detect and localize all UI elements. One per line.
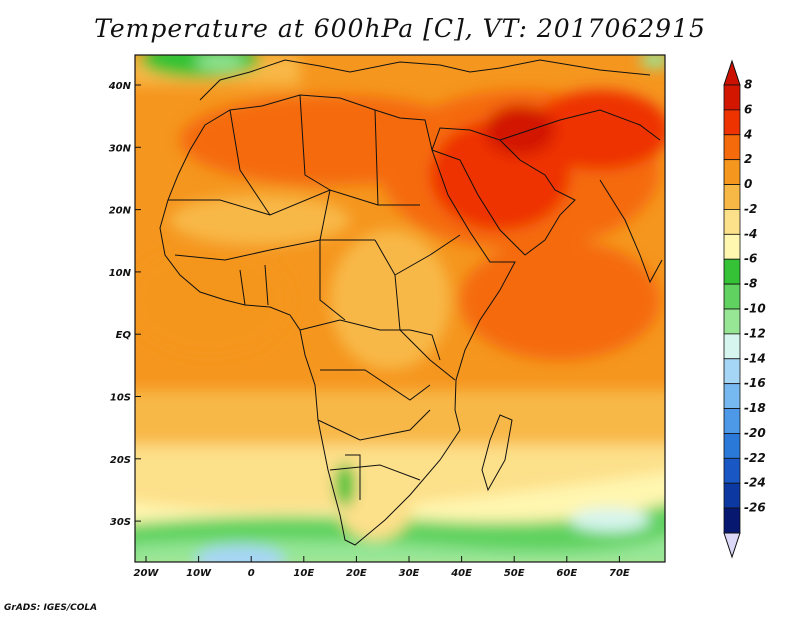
x-tick-label: 40E bbox=[450, 568, 472, 579]
colorbar-label: 0 bbox=[744, 177, 752, 191]
colorbar-swatch bbox=[723, 433, 741, 459]
colorbar-bottom-arrow bbox=[723, 532, 741, 559]
colorbar-label: -16 bbox=[744, 376, 766, 390]
colorbar-label: -6 bbox=[744, 252, 757, 266]
colorbar-swatch bbox=[723, 84, 741, 111]
x-tick-label: 10E bbox=[293, 568, 314, 579]
colorbar-swatch bbox=[723, 258, 741, 285]
colorbar-label: 6 bbox=[744, 102, 752, 116]
colorbar-swatch bbox=[723, 109, 741, 136]
colorbar-swatch bbox=[723, 457, 741, 484]
colorbar-label: -24 bbox=[744, 476, 766, 490]
colorbar-label: -12 bbox=[744, 326, 766, 340]
colorbar-label: -8 bbox=[744, 277, 757, 291]
x-tick-label: 0 bbox=[248, 568, 255, 579]
colorbar-label: -18 bbox=[744, 401, 766, 415]
colorbar-label: 2 bbox=[744, 152, 752, 166]
colorbar-swatch bbox=[723, 184, 741, 210]
x-tick-label: 10W bbox=[186, 568, 212, 579]
y-tick-label: 20N bbox=[109, 206, 132, 217]
x-tick-label: 20E bbox=[346, 568, 367, 579]
colorbar-swatch bbox=[723, 408, 741, 434]
y-tick-label: 40N bbox=[108, 81, 132, 92]
colorbar-swatch bbox=[723, 383, 741, 409]
colorbar-label: -10 bbox=[744, 301, 766, 315]
map-frame bbox=[134, 54, 666, 563]
colorbar-swatch bbox=[723, 209, 741, 235]
colorbar-swatch bbox=[723, 482, 741, 509]
x-tick-label: 50E bbox=[504, 568, 525, 579]
colorbar-swatch bbox=[723, 308, 741, 335]
y-tick-label: 30N bbox=[109, 143, 132, 154]
x-tick-label: 20W bbox=[134, 568, 160, 579]
colorbar-label: 4 bbox=[743, 127, 752, 141]
footer-credit: GrADS: IGES/COLA bbox=[4, 603, 98, 613]
x-tick-label: 60E bbox=[556, 568, 577, 579]
x-axis: 20W 10W 0 10E 20E 30E 40E 50E 60E 70E bbox=[134, 556, 630, 579]
chart-title: Temperature at 600hPa [C], VT: 201706291… bbox=[94, 14, 706, 43]
colorbar-label: 8 bbox=[744, 77, 752, 91]
y-tick-label: EQ bbox=[116, 330, 132, 341]
temperature-field bbox=[135, 55, 665, 562]
colorbar-swatch bbox=[723, 333, 741, 360]
colorbar-label: -14 bbox=[744, 351, 766, 365]
colorbar-label: -2 bbox=[744, 202, 757, 216]
colorbar-swatch bbox=[723, 159, 741, 185]
y-tick-label: 10S bbox=[110, 393, 131, 404]
colorbar-swatch bbox=[723, 134, 741, 161]
colorbar-swatch bbox=[723, 507, 741, 534]
y-tick-label: 30S bbox=[110, 517, 131, 528]
y-axis: 40N 30N 20N 10N EQ 10S 20S 30S bbox=[108, 81, 141, 528]
colorbar-swatch bbox=[723, 283, 741, 310]
country-borders bbox=[159, 59, 663, 546]
y-tick-label: 20S bbox=[110, 455, 131, 466]
colorbar-top-arrow bbox=[723, 59, 741, 86]
colorbar-label: -26 bbox=[744, 501, 766, 515]
colorbar-swatch bbox=[723, 358, 741, 385]
colorbar-label: -20 bbox=[744, 426, 766, 440]
colorbar: 8 6 4 2 0 -2 -4 -6 -8 -10 -12 -14 -16 -18 -20 -22 -24 -26 bbox=[723, 59, 766, 559]
colorbar-swatch bbox=[723, 233, 741, 260]
x-tick-label: 30E bbox=[399, 568, 420, 579]
y-tick-label: 10N bbox=[109, 268, 132, 279]
x-tick-label: 70E bbox=[609, 568, 630, 579]
colorbar-label: -22 bbox=[744, 451, 766, 465]
colorbar-label: -4 bbox=[744, 227, 757, 241]
